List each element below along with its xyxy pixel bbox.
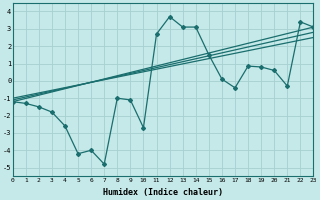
X-axis label: Humidex (Indice chaleur): Humidex (Indice chaleur) [103,188,223,197]
